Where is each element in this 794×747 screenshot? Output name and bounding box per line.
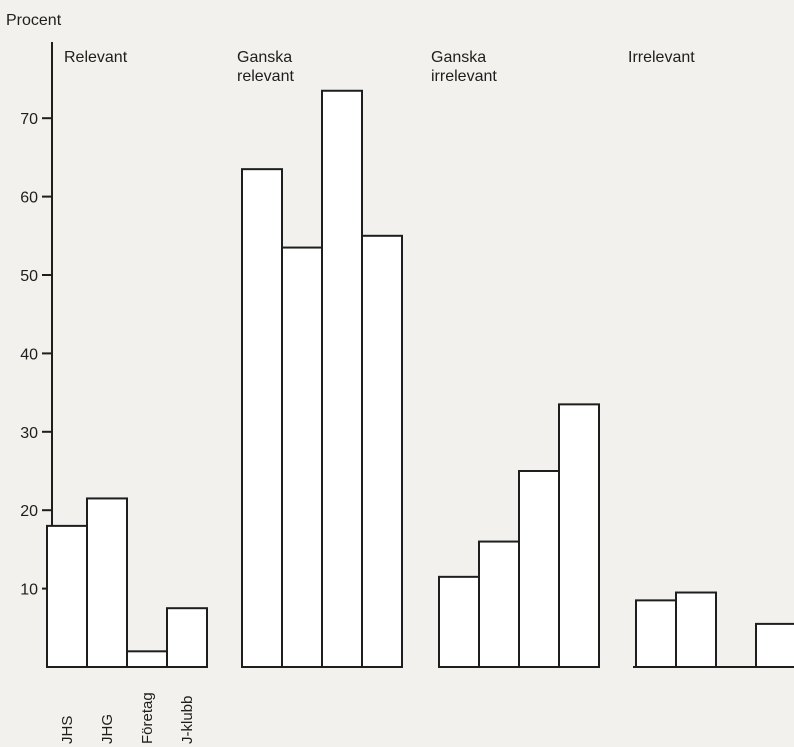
category-label-jhg: JHG xyxy=(99,714,116,744)
y-tick-label-30: 30 xyxy=(20,425,38,442)
y-tick-label-20: 20 xyxy=(20,503,38,520)
y-tick-label-40: 40 xyxy=(20,346,38,363)
bar-group1-j-klubb xyxy=(361,234,403,669)
category-label-företag: Företag xyxy=(139,692,156,744)
group-label-2: Ganska irrelevant xyxy=(431,49,497,85)
bar-group3-jhs xyxy=(635,599,677,668)
y-tick-label-10: 10 xyxy=(20,582,38,599)
bars xyxy=(46,89,794,669)
bar-group2-jhg xyxy=(478,540,520,668)
category-label-j-klubb: J-klubb xyxy=(179,696,196,744)
bar-group2-jhs xyxy=(438,575,480,669)
group-label-3: Irrelevant xyxy=(628,49,695,66)
bar-group2-företag xyxy=(518,470,560,668)
group-label-0: Relevant xyxy=(64,49,128,66)
category-labels: JHS JHG Företag J-klubb xyxy=(59,692,196,744)
bar-group1-jhg xyxy=(281,246,323,668)
category-label-jhs: JHS xyxy=(59,716,76,744)
y-tick-label-70: 70 xyxy=(20,111,38,128)
bar-group3-j-klubb xyxy=(755,622,794,669)
bar-group0-j-klubb xyxy=(166,607,208,669)
group-labels: Relevant Ganska relevant Ganska irrelevant Ir… xyxy=(64,49,695,85)
y-tick-label-60: 60 xyxy=(20,190,38,207)
bar-group1-jhs xyxy=(241,168,283,668)
group-label-1: Ganska relevant xyxy=(237,49,294,85)
bar-group2-j-klubb xyxy=(558,403,600,668)
bar-group0-företag xyxy=(126,650,168,669)
bar-group3-jhg xyxy=(675,591,717,669)
bar-group1-företag xyxy=(321,89,363,668)
bar-group0-jhs xyxy=(46,524,88,668)
bar-group0-jhg xyxy=(86,497,128,668)
y-tick-label-50: 50 xyxy=(20,268,38,285)
y-axis-label: Procent xyxy=(6,12,62,29)
